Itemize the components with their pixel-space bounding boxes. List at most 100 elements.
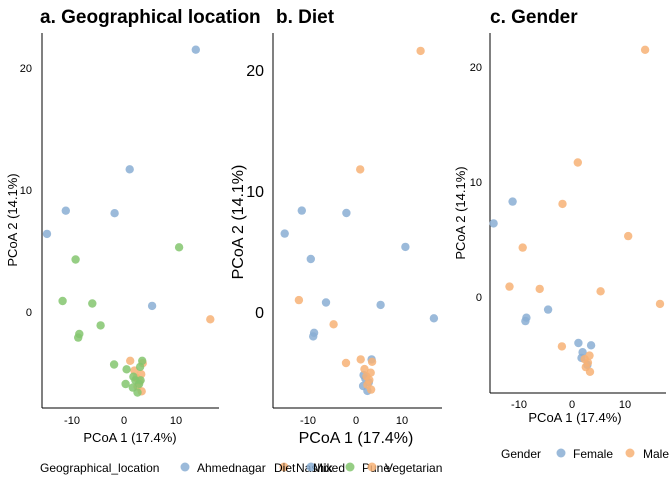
panel-b-ytick-20: 20 — [246, 63, 264, 80]
point-mixed-5 — [321, 298, 331, 307]
legend-geo-key-nashik — [279, 462, 289, 472]
panel-c-ytick-20: 20 — [470, 62, 482, 74]
panel-diet: b. Diet 20 10 0 -10 0 10 PCoA 1 (17.4%) … — [230, 7, 442, 447]
panel-b-ytick-0: 0 — [255, 305, 264, 322]
point-ahmednagar-0 — [191, 45, 200, 54]
point-ahmednagar-2 — [61, 206, 70, 215]
panel-geographical-location: a. Geographical location 20 10 0 -10 0 1… — [5, 7, 261, 445]
panel-b-ytick-10: 10 — [246, 184, 264, 201]
panel-a-title: a. Geographical location — [40, 7, 261, 28]
panel-c-ytick-0: 0 — [476, 292, 482, 304]
panel-c-xtick-neg10: -10 — [511, 399, 527, 411]
point-ahmednagar-3 — [110, 209, 119, 218]
legend-gender-label-male: Male — [643, 447, 669, 461]
point-mixed-6 — [376, 300, 385, 310]
point-female-0 — [489, 219, 498, 228]
point-male-14 — [585, 367, 595, 376]
point-female-6 — [586, 341, 596, 350]
point-vegetarian-5 — [356, 355, 365, 364]
point-vegetarian-12 — [366, 385, 376, 394]
panel-b-x-label: PCoA 1 (17.4%) — [299, 430, 414, 447]
point-male-9 — [557, 342, 567, 351]
point-pune-1 — [71, 255, 80, 264]
point-mixed-2 — [280, 229, 289, 238]
point-pune-17 — [135, 362, 145, 372]
point-pune-16 — [121, 379, 130, 389]
point-vegetarian-0 — [416, 46, 425, 56]
point-vegetarian-6 — [367, 357, 377, 366]
panel-a-ticks: 20 10 0 -10 0 10 — [20, 63, 182, 427]
legend-diet: Diet Mixed Vegetarian — [274, 461, 442, 475]
point-mixed-7 — [429, 314, 439, 323]
point-male-1 — [573, 158, 582, 167]
panel-b-xtick-neg10: -10 — [300, 415, 316, 427]
point-pune-0 — [174, 243, 184, 252]
point-pune-4 — [96, 321, 105, 330]
legend-diet-title: Diet — [274, 461, 296, 475]
panel-a-ytick-0: 0 — [26, 307, 32, 319]
point-female-4 — [543, 305, 553, 314]
point-pune-3 — [88, 299, 97, 308]
panel-b-xtick-10: 10 — [396, 415, 408, 427]
panel-c-points — [489, 45, 665, 376]
point-nashik-0 — [206, 315, 215, 324]
point-male-2 — [558, 199, 567, 209]
point-nashik-1 — [126, 356, 135, 365]
point-vegetarian-7 — [360, 364, 369, 374]
legend-geo-key-pune — [345, 462, 355, 472]
panel-a-x-label: PCoA 1 (17.4%) — [83, 430, 176, 445]
panel-b-y-label: PCoA 2 (14.1%) — [230, 165, 247, 280]
panel-c-y-label: PCoA 2 (14.1%) — [453, 166, 468, 259]
panel-a-points — [42, 45, 215, 397]
panel-a-ytick-10: 10 — [20, 185, 32, 197]
point-male-8 — [655, 299, 665, 309]
point-pune-6 — [74, 333, 83, 342]
legend-diet-key-vegetarian — [367, 462, 377, 472]
point-vegetarian-1 — [356, 165, 365, 174]
panel-c-x-label: PCoA 1 (17.4%) — [528, 410, 621, 425]
legend-diet-label-mixed: Mixed — [313, 461, 345, 475]
panel-c-title: c. Gender — [490, 7, 578, 28]
point-mixed-0 — [297, 206, 306, 215]
legend-gender-title: Gender — [501, 447, 541, 461]
panel-a-xtick-neg10: -10 — [64, 415, 80, 427]
panel-c-xtick-10: 10 — [619, 399, 631, 411]
legend-geo-label-ahmednagar: Ahmednagar — [197, 461, 266, 475]
point-mixed-9 — [309, 332, 318, 341]
panel-a-ytick-20: 20 — [20, 63, 32, 75]
legend-gender-key-male — [625, 448, 635, 458]
legend-geographical-location: Geographical_location Ahmednagar Nashik … — [40, 461, 390, 475]
point-pune-13 — [136, 376, 145, 385]
legend-gender: Gender Female Male — [501, 447, 669, 461]
legend-diet-key-mixed — [306, 462, 316, 472]
legend-diet-label-vegetarian: Vegetarian — [385, 461, 442, 475]
panel-gender: c. Gender 20 10 0 -10 0 10 PCoA 1 (17.4%… — [453, 7, 666, 425]
point-vegetarian-4 — [341, 358, 351, 368]
point-male-0 — [640, 45, 650, 54]
point-pune-7 — [109, 360, 119, 369]
panel-b-ticks: 20 10 0 -10 0 10 — [246, 63, 408, 427]
panel-a-xtick-0: 0 — [121, 415, 127, 427]
point-ahmednagar-4 — [42, 229, 52, 239]
point-male-5 — [505, 282, 514, 291]
point-male-4 — [518, 243, 527, 252]
legend-geo-title: Geographical_location — [40, 461, 159, 475]
point-male-7 — [596, 287, 605, 296]
point-vegetarian-2 — [294, 295, 304, 305]
panel-c-ytick-10: 10 — [470, 177, 482, 189]
panel-a-y-label: PCoA 2 (14.1%) — [5, 173, 20, 266]
point-male-3 — [624, 231, 633, 241]
legend-gender-key-female — [556, 448, 566, 458]
panel-b-title: b. Diet — [276, 7, 335, 28]
panel-c-ticks: 20 10 0 -10 0 10 — [470, 62, 631, 411]
panel-b-xtick-0: 0 — [353, 415, 359, 427]
point-vegetarian-3 — [329, 320, 338, 329]
point-mixed-4 — [306, 254, 315, 264]
legend-gender-label-female: Female — [573, 447, 613, 461]
panel-c-xtick-0: 0 — [569, 399, 575, 411]
point-ahmednagar-5 — [147, 301, 157, 311]
point-mixed-1 — [342, 208, 351, 218]
point-female-1 — [508, 197, 517, 206]
point-mixed-3 — [401, 242, 410, 252]
